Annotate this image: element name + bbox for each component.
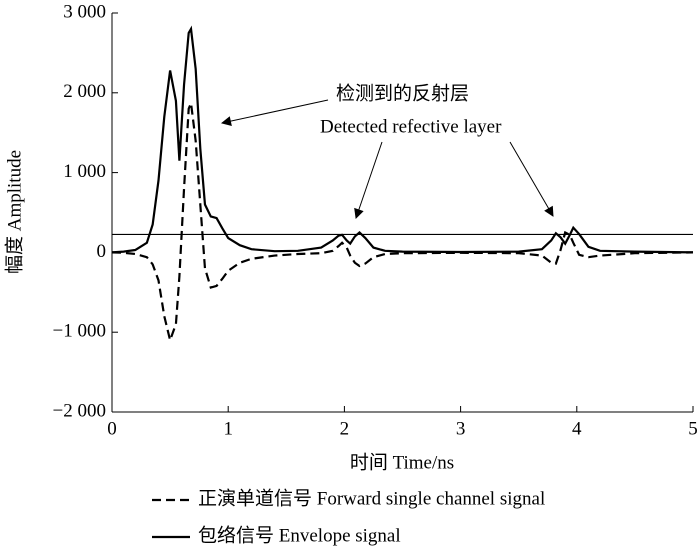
- legend-label: 正演单道信号 Forward single channel signal: [198, 487, 545, 509]
- y-tick-label: 3 000: [63, 1, 106, 22]
- arrow: [509, 141, 554, 217]
- y-tick-label: 1 000: [63, 161, 106, 182]
- x-tick-label: 4: [572, 418, 582, 439]
- x-tick-label: 0: [107, 418, 117, 439]
- x-tick-label: 1: [223, 418, 233, 439]
- y-tick-label: −1 000: [53, 321, 106, 342]
- series-line: [111, 98, 694, 344]
- annotation: 检测到的反射层: [336, 82, 469, 104]
- legend-label: 包络信号 Envelope signal: [198, 524, 401, 546]
- y-axis-label: 幅度 Amplitude: [3, 150, 25, 274]
- arrow: [221, 99, 329, 126]
- arrow: [354, 141, 383, 219]
- y-tick-label: 2 000: [63, 81, 106, 102]
- x-tick-label: 2: [340, 418, 350, 439]
- y-tick-label: −2 000: [53, 400, 106, 421]
- annotation: Detected refective layer: [320, 116, 502, 137]
- x-axis-label: 时间 Time/ns: [350, 451, 454, 473]
- y-tick-label: 0: [97, 241, 107, 262]
- series-line: [111, 25, 694, 254]
- x-tick-label: 3: [456, 418, 466, 439]
- x-tick-label: 5: [688, 418, 698, 439]
